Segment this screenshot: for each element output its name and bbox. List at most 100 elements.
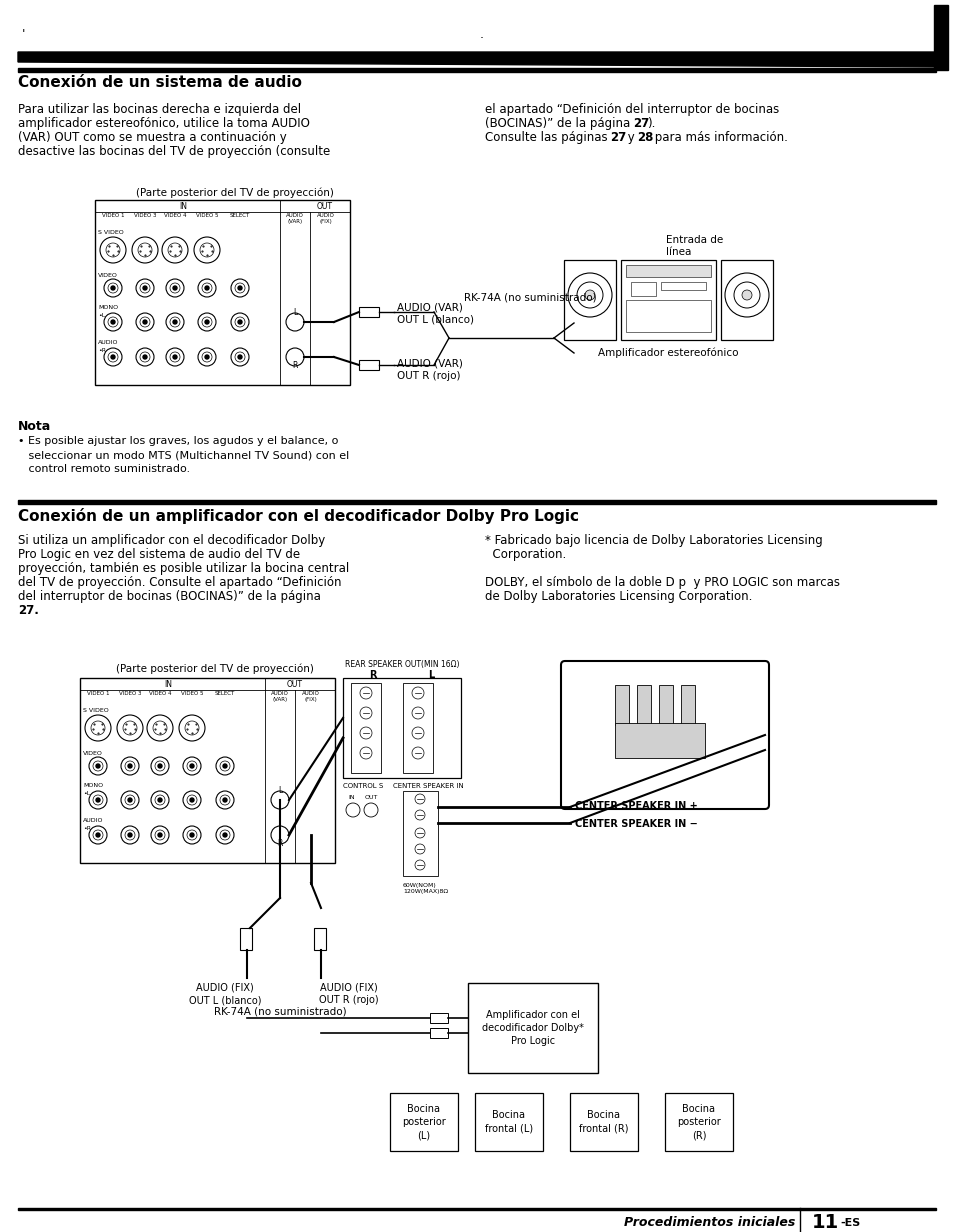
Text: Corporation.: Corporation.	[484, 548, 566, 561]
Text: 11: 11	[811, 1214, 839, 1232]
Text: MONO: MONO	[83, 784, 103, 788]
Bar	[630, 282, 656, 296]
Text: OUT: OUT	[316, 202, 333, 211]
Text: L: L	[428, 670, 434, 680]
Text: Nota: Nota	[18, 420, 51, 432]
Text: Bocina
frontal (L): Bocina frontal (L)	[484, 1110, 533, 1133]
Text: Entrada de
línea: Entrada de línea	[665, 235, 722, 257]
Bar	[430, 1013, 448, 1023]
Bar	[615, 723, 704, 758]
Circle shape	[190, 833, 193, 837]
Circle shape	[205, 286, 209, 290]
Text: S VIDEO: S VIDEO	[98, 230, 124, 235]
Bar	[933, 5, 947, 70]
Text: AUDIO (VAR)
OUT R (rojo): AUDIO (VAR) OUT R (rojo)	[396, 359, 462, 382]
Text: Conexión de un sistema de audio: Conexión de un sistema de audio	[18, 75, 301, 90]
Text: R: R	[292, 361, 297, 370]
Circle shape	[96, 798, 100, 802]
Bar	[18, 68, 935, 71]
Bar	[314, 928, 326, 950]
Circle shape	[223, 798, 227, 802]
Text: S VIDEO: S VIDEO	[83, 708, 109, 713]
Text: ': '	[22, 28, 26, 41]
Circle shape	[128, 833, 132, 837]
Text: AUDIO: AUDIO	[98, 340, 118, 345]
Bar	[358, 307, 378, 317]
Text: (VAR) OUT como se muestra a continuación y: (VAR) OUT como se muestra a continuación…	[18, 131, 287, 144]
Circle shape	[172, 320, 177, 324]
Text: Conexión de un amplificador con el decodificador Dolby Pro Logic: Conexión de un amplificador con el decod…	[18, 508, 578, 524]
Text: •L: •L	[98, 313, 105, 318]
Text: SELECT: SELECT	[214, 691, 234, 696]
Text: •R: •R	[83, 825, 91, 832]
Text: SELECT: SELECT	[230, 213, 250, 218]
Text: AUDIO (VAR)
OUT L (blanco): AUDIO (VAR) OUT L (blanco)	[396, 302, 474, 324]
Text: AUDIO
(VAR): AUDIO (VAR)	[271, 691, 289, 702]
Circle shape	[158, 833, 162, 837]
Circle shape	[158, 764, 162, 768]
Bar	[402, 683, 433, 772]
Circle shape	[237, 320, 242, 324]
Bar	[240, 928, 252, 950]
Text: VIDEO 4: VIDEO 4	[149, 691, 172, 696]
Bar	[625, 265, 710, 277]
Bar	[563, 260, 616, 340]
Text: 27: 27	[609, 131, 625, 144]
Bar	[659, 685, 672, 724]
Text: Bocina
posterior
(L): Bocina posterior (L)	[402, 1104, 445, 1140]
Circle shape	[128, 798, 132, 802]
Text: CENTER SPEAKER IN −: CENTER SPEAKER IN −	[575, 819, 697, 829]
Text: desactive las bocinas del TV de proyección (consulte: desactive las bocinas del TV de proyecci…	[18, 145, 330, 158]
Text: RK-74A (no suministrado): RK-74A (no suministrado)	[213, 1007, 346, 1016]
Text: VIDEO 4: VIDEO 4	[164, 213, 186, 218]
Bar	[18, 500, 935, 504]
Bar	[390, 1093, 457, 1151]
Text: AUDIO
(VAR): AUDIO (VAR)	[286, 213, 304, 224]
Text: del interruptor de bocinas (BOCINAS)” de la página: del interruptor de bocinas (BOCINAS)” de…	[18, 590, 320, 602]
Text: DOLBY, el símbolo de la doble D p  y PRO LOGIC son marcas: DOLBY, el símbolo de la doble D p y PRO …	[484, 577, 840, 589]
Text: amplificador estereofónico, utilice la toma AUDIO: amplificador estereofónico, utilice la t…	[18, 117, 310, 131]
Text: Para utilizar las bocinas derecha e izquierda del: Para utilizar las bocinas derecha e izqu…	[18, 103, 301, 116]
Circle shape	[96, 833, 100, 837]
Bar	[615, 685, 628, 724]
Text: IN: IN	[348, 795, 355, 800]
Text: 27.: 27.	[18, 604, 39, 617]
Circle shape	[111, 320, 115, 324]
Text: RK-74A (no suministrado): RK-74A (no suministrado)	[463, 292, 596, 302]
Bar	[343, 678, 460, 777]
Text: IN: IN	[164, 680, 172, 689]
Bar	[402, 791, 437, 876]
Text: del TV de proyección. Consulte el apartado “Definición: del TV de proyección. Consulte el aparta…	[18, 577, 341, 589]
Text: Bocina
frontal (R): Bocina frontal (R)	[578, 1110, 628, 1133]
Bar	[620, 260, 716, 340]
Text: VIDEO 1: VIDEO 1	[87, 691, 110, 696]
Bar	[95, 200, 350, 384]
Circle shape	[205, 355, 209, 359]
Text: Bocina
posterior
(R): Bocina posterior (R)	[677, 1104, 720, 1140]
Circle shape	[111, 286, 115, 290]
Text: AUDIO (FIX)
OUT R (rojo): AUDIO (FIX) OUT R (rojo)	[319, 983, 378, 1005]
Circle shape	[143, 286, 147, 290]
Circle shape	[205, 320, 209, 324]
Circle shape	[158, 798, 162, 802]
Circle shape	[128, 764, 132, 768]
Text: (Parte posterior del TV de proyección): (Parte posterior del TV de proyección)	[116, 664, 314, 674]
Bar	[18, 1209, 935, 1210]
Text: de Dolby Laboratories Licensing Corporation.: de Dolby Laboratories Licensing Corporat…	[484, 590, 752, 602]
Bar	[475, 1093, 542, 1151]
Text: Procedimientos iniciales: Procedimientos iniciales	[623, 1216, 794, 1230]
Text: 27: 27	[633, 117, 649, 131]
Text: CENTER SPEAKER IN: CENTER SPEAKER IN	[393, 784, 463, 788]
Text: OUT: OUT	[287, 680, 303, 689]
Bar	[625, 301, 710, 331]
Text: VIDEO 1: VIDEO 1	[102, 213, 124, 218]
Text: IN: IN	[179, 202, 187, 211]
Bar	[468, 983, 598, 1073]
Text: Amplificador estereofónico: Amplificador estereofónico	[598, 347, 738, 359]
Text: CONTROL S: CONTROL S	[343, 784, 383, 788]
Text: ).: ).	[646, 117, 655, 131]
Bar	[358, 360, 378, 370]
Text: R: R	[277, 839, 282, 848]
Text: 28: 28	[637, 131, 653, 144]
Bar	[664, 1093, 732, 1151]
